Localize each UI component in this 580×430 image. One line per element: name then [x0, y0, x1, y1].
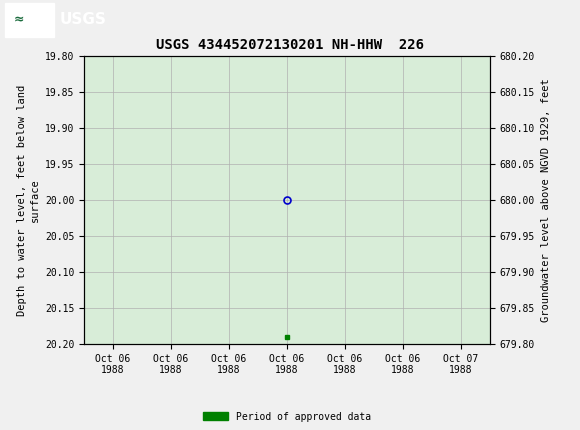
Y-axis label: Depth to water level, feet below land
surface: Depth to water level, feet below land su…: [17, 84, 39, 316]
Y-axis label: Groundwater level above NGVD 1929, feet: Groundwater level above NGVD 1929, feet: [541, 78, 550, 322]
Legend: Period of approved data: Period of approved data: [200, 408, 375, 426]
Text: ≈: ≈: [14, 13, 25, 27]
Bar: [5, 3, 54, 37]
Text: USGS 434452072130201 NH-HHW  226: USGS 434452072130201 NH-HHW 226: [156, 38, 424, 52]
Text: USGS: USGS: [60, 12, 107, 28]
